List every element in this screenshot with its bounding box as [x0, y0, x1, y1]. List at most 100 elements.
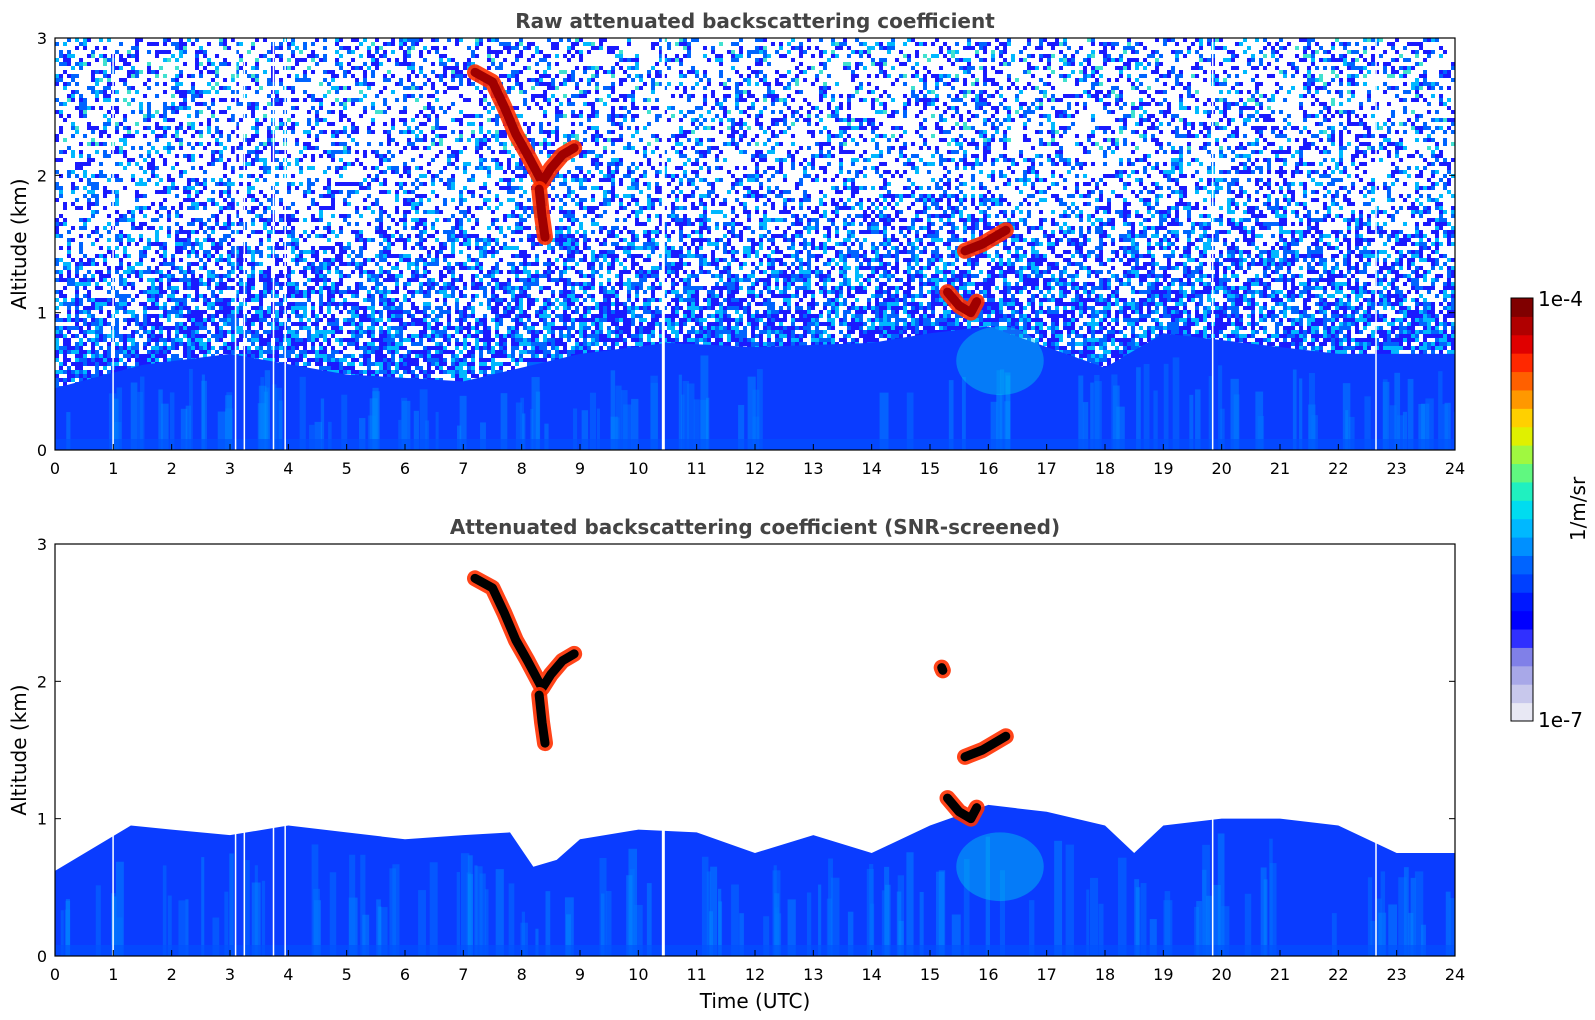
data-gap-3	[272, 38, 275, 450]
panel-screened-y-axis-label: Altitude (km)	[7, 684, 31, 815]
x-tick-label: 1	[108, 459, 118, 478]
x-tick-label: 15	[920, 459, 940, 478]
plume-streaks	[66, 355, 1455, 450]
cloud-feature-2	[960, 731, 1011, 762]
x-tick-label: 19	[1153, 965, 1173, 984]
x-tick-label: 22	[1328, 459, 1348, 478]
x-tick-label: 0	[50, 459, 60, 478]
panel-screened-y-ticks: 0 1 2 3	[37, 535, 1455, 966]
x-tick-label: 7	[458, 459, 468, 478]
data-gap-3	[272, 544, 275, 956]
data-gap-4	[284, 38, 286, 450]
x-tick-label: 13	[803, 459, 823, 478]
colorbar-step	[1511, 481, 1533, 501]
colorbar-step	[1511, 537, 1533, 556]
cloud-feature-1	[534, 690, 550, 748]
panel-screened-title: Attenuated backscattering coefficient (S…	[450, 515, 1060, 539]
cloud-feature-4	[937, 663, 948, 675]
cloud-feature-3	[943, 793, 982, 824]
y-tick-label: 3	[37, 29, 47, 48]
x-tick-label: 16	[978, 459, 998, 478]
x-tick-label: 13	[803, 965, 823, 984]
x-tick-label: 8	[517, 965, 527, 984]
plume-streaks	[60, 833, 1455, 956]
colorbar-step	[1511, 702, 1533, 722]
data-gap-7	[1375, 544, 1377, 956]
x-tick-label: 0	[50, 965, 60, 984]
x-tick-label: 11	[686, 459, 706, 478]
colorbar-step	[1511, 389, 1533, 409]
x-tick-label: 4	[283, 965, 293, 984]
y-tick-label: 1	[37, 810, 47, 829]
cloud-feature-0	[470, 573, 579, 693]
colorbar-unit-label: 1/m/sr	[1566, 476, 1590, 541]
colorbar-step	[1511, 463, 1533, 483]
colorbar-step	[1511, 298, 1533, 317]
x-tick-label: 12	[745, 459, 765, 478]
x-tick-label: 24	[1445, 459, 1465, 478]
panel-raw: Raw attenuated backscattering coefficien…	[7, 9, 1465, 478]
panel-screened-heatmap	[55, 544, 1455, 956]
colorbar-step	[1511, 665, 1533, 685]
x-tick-label: 14	[861, 965, 881, 984]
cloud-feature-halo-0	[467, 570, 583, 697]
colorbar-step	[1511, 426, 1533, 446]
x-tick-label: 24	[1445, 965, 1465, 984]
cloud-feature-3	[943, 287, 982, 318]
data-gap-5	[661, 38, 665, 450]
x-tick-label: 10	[628, 965, 648, 984]
colorbar-step	[1511, 518, 1533, 538]
colorbar-step	[1511, 573, 1533, 593]
x-tick-label: 21	[1270, 459, 1290, 478]
colorbar-step	[1511, 408, 1533, 428]
x-tick-label: 23	[1386, 459, 1406, 478]
colorbar: 1e-4 1e-7 1/m/sr	[1510, 287, 1590, 732]
colorbar-step	[1511, 610, 1533, 630]
x-tick-label: 21	[1270, 965, 1290, 984]
colorbar-max-label: 1e-4	[1538, 287, 1583, 311]
colorbar-step	[1511, 371, 1533, 391]
x-tick-label: 14	[861, 459, 881, 478]
x-tick-label: 3	[225, 965, 235, 984]
colorbar-step	[1511, 647, 1533, 667]
y-tick-label: 3	[37, 535, 47, 554]
colorbar-frame	[1510, 297, 1534, 722]
cloud-feature-1	[534, 184, 550, 242]
y-tick-label: 0	[37, 441, 47, 460]
x-tick-label: 11	[686, 965, 706, 984]
colorbar-step	[1511, 316, 1533, 336]
cloud-feature-halo-0	[467, 64, 583, 191]
data-gap-2	[243, 38, 246, 450]
convective-plume	[956, 326, 1044, 396]
x-tick-label: 5	[342, 459, 352, 478]
x-tick-label: 5	[342, 965, 352, 984]
colorbar-step	[1511, 555, 1533, 575]
colorbar-step	[1511, 445, 1533, 465]
data-gap-7	[1375, 38, 1377, 450]
panel-screened-x-ticks: 0 1 2 3 4 5 6 7 8 9 10 11 12 13 14 15 16 17 18 19 20 21 22 23 24	[50, 950, 1465, 984]
data-gap-0	[112, 38, 114, 450]
boundary-layer	[55, 326, 1455, 450]
x-tick-label: 12	[745, 965, 765, 984]
x-tick-label: 4	[283, 459, 293, 478]
x-tick-label: 3	[225, 459, 235, 478]
panel-raw-heatmap	[55, 38, 1455, 450]
y-tick-label: 1	[37, 304, 47, 323]
colorbar-min-label: 1e-7	[1538, 708, 1583, 732]
x-tick-label: 8	[517, 459, 527, 478]
panel-raw-title: Raw attenuated backscattering coefficien…	[515, 9, 995, 33]
colorbar-step	[1511, 629, 1533, 648]
y-tick-label: 0	[37, 947, 47, 966]
x-tick-label: 20	[1211, 459, 1231, 478]
cloud-feature-2	[960, 225, 1011, 256]
colorbar-step	[1511, 500, 1533, 520]
data-gap-1	[234, 544, 237, 956]
data-gap-6	[1211, 38, 1214, 450]
boundary-layer	[55, 804, 1455, 956]
x-tick-label: 18	[1095, 965, 1115, 984]
x-tick-label: 23	[1386, 965, 1406, 984]
x-tick-label: 6	[400, 459, 410, 478]
panel-raw-y-axis-label: Altitude (km)	[7, 178, 31, 309]
panel-raw-x-ticks: 0 1 2 3 4 5 6 7 8 9 10 11 12 13 14 15 16 17 18 19 20 21 22 23 24	[50, 444, 1465, 478]
